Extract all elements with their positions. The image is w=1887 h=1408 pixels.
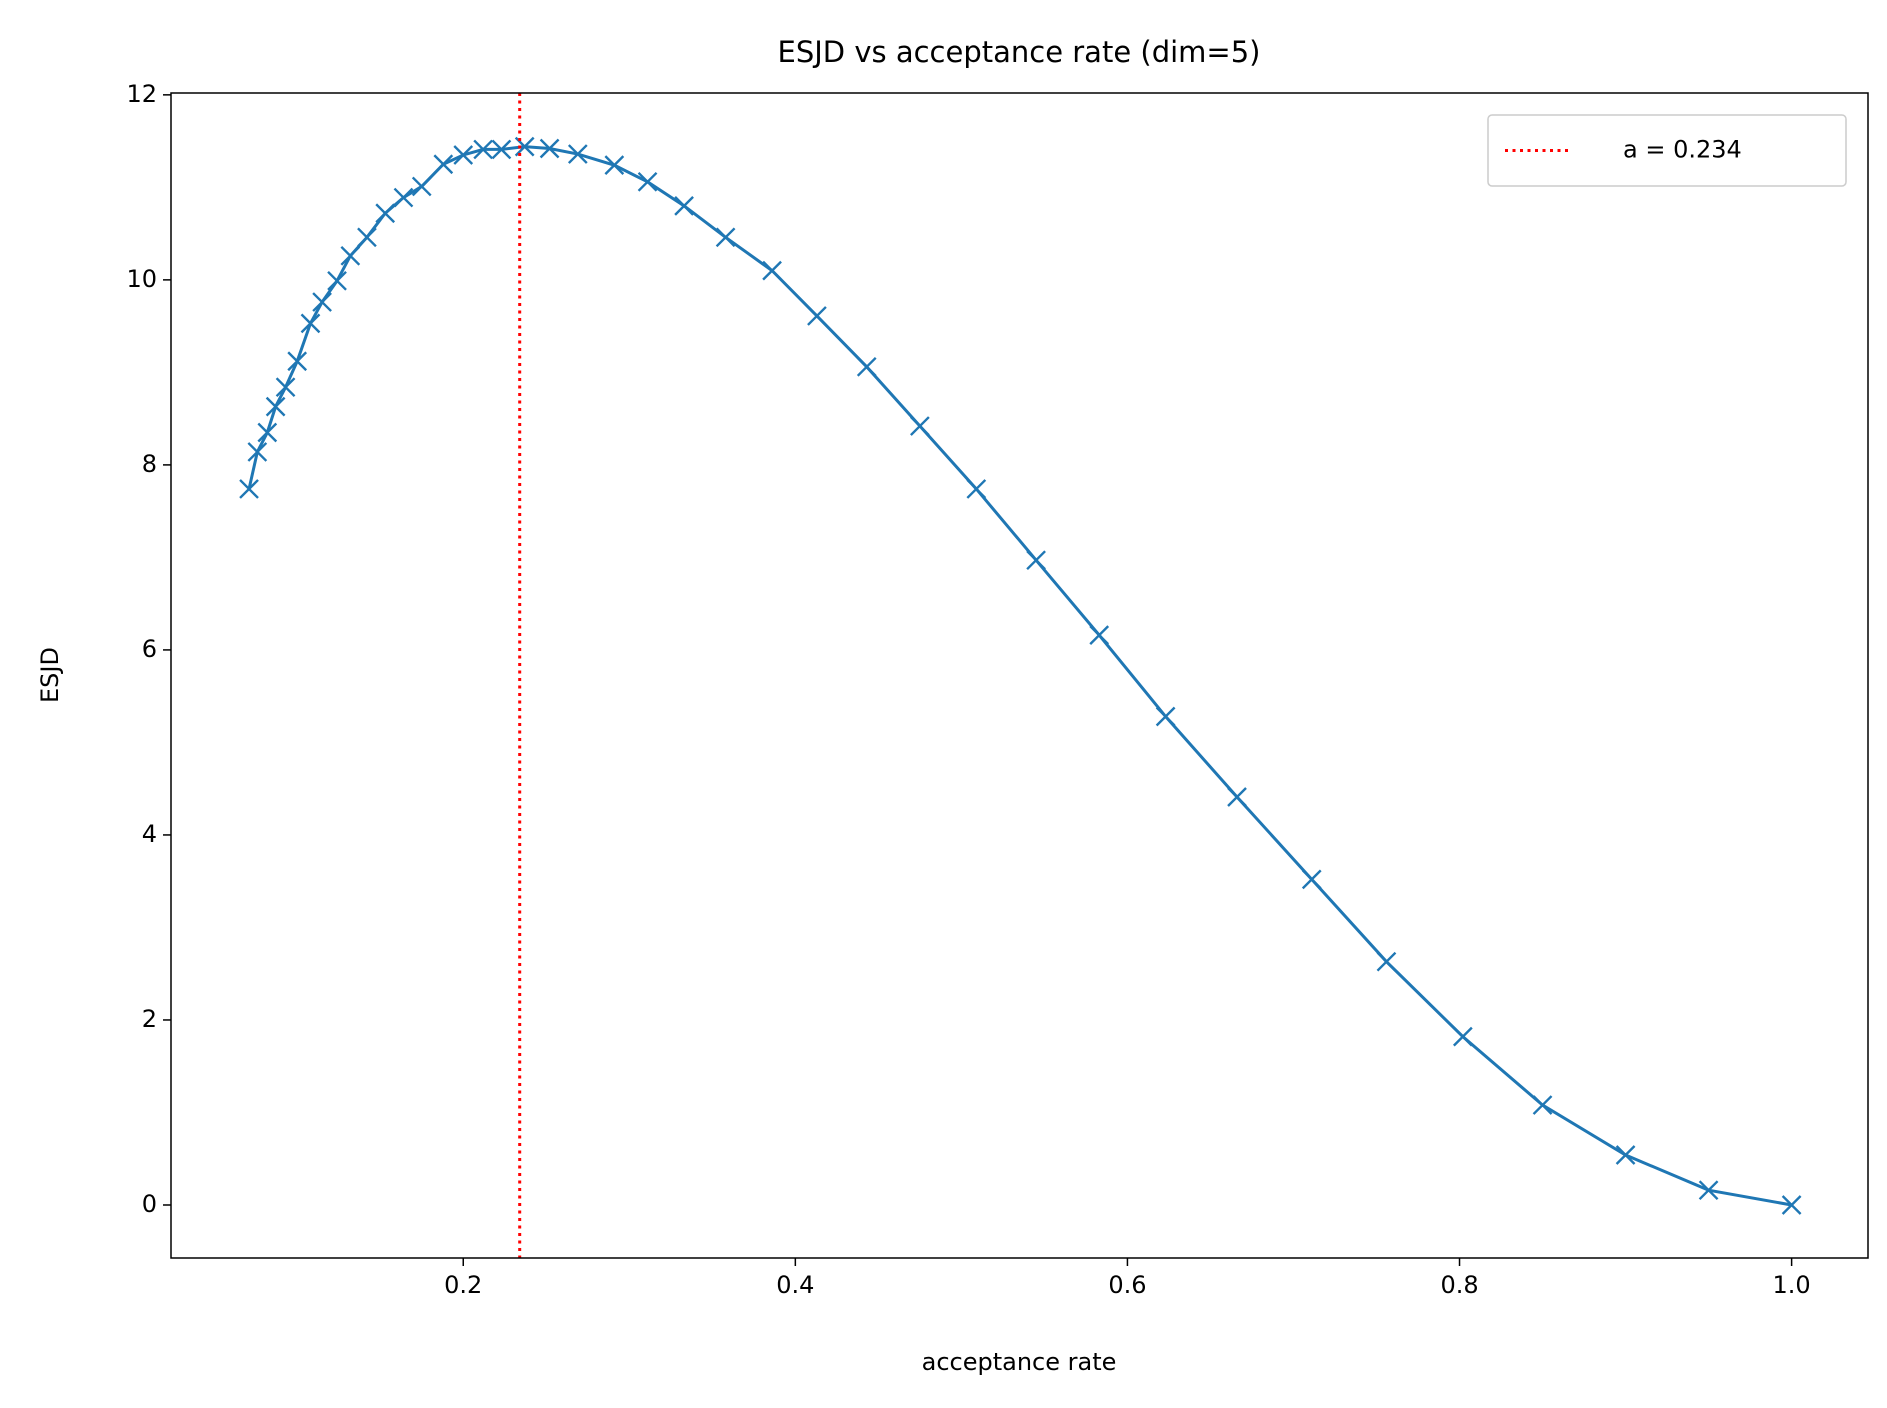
data-marker bbox=[807, 306, 827, 326]
data-line bbox=[247, 145, 1792, 1207]
data-marker bbox=[453, 145, 474, 165]
legend-box bbox=[1487, 114, 1847, 187]
chart-title: ESJD vs acceptance rate (dim=5) bbox=[778, 35, 1261, 69]
x-tick-label: 0.2 bbox=[444, 1271, 482, 1299]
data-marker bbox=[1155, 706, 1176, 727]
data-marker bbox=[567, 144, 588, 164]
data-marker bbox=[674, 196, 694, 216]
y-axis-label: ESJD bbox=[36, 647, 64, 703]
y-tick-label: 10 bbox=[126, 265, 157, 293]
x-tick-label: 0.4 bbox=[776, 1271, 814, 1299]
data-marker bbox=[856, 356, 877, 377]
data-marker bbox=[539, 138, 560, 159]
data-marker bbox=[637, 171, 658, 192]
data-marker bbox=[1376, 951, 1397, 972]
data-marker bbox=[1532, 1095, 1553, 1115]
data-marker bbox=[275, 377, 296, 398]
data-marker bbox=[473, 139, 494, 160]
data-marker bbox=[1453, 1026, 1473, 1047]
data-marker bbox=[312, 292, 332, 312]
data-marker bbox=[1781, 1195, 1802, 1215]
data-marker bbox=[1227, 787, 1247, 807]
y-tick-label: 8 bbox=[142, 450, 157, 478]
data-marker bbox=[910, 416, 930, 436]
data-marker bbox=[1089, 625, 1110, 645]
data-marker bbox=[762, 260, 782, 281]
data-marker bbox=[411, 176, 432, 197]
data-marker bbox=[604, 155, 625, 176]
y-tick-label: 0 bbox=[142, 1190, 157, 1218]
data-marker bbox=[715, 227, 736, 248]
data-marker bbox=[287, 351, 308, 372]
data-marker bbox=[239, 479, 259, 499]
data-marker bbox=[966, 479, 987, 499]
data-marker bbox=[357, 227, 377, 248]
x-tick-label: 0.8 bbox=[1440, 1271, 1478, 1299]
data-marker bbox=[1698, 1180, 1719, 1201]
plot-frame bbox=[170, 92, 1869, 1259]
data-marker bbox=[393, 187, 414, 208]
y-tick-label: 2 bbox=[142, 1005, 157, 1033]
data-marker bbox=[433, 154, 454, 175]
data-marker bbox=[1615, 1145, 1636, 1165]
data-marker bbox=[300, 313, 321, 334]
legend-label: a = 0.234 bbox=[1623, 136, 1742, 164]
y-tick-label: 4 bbox=[142, 820, 157, 848]
data-marker bbox=[491, 139, 512, 160]
data-marker bbox=[375, 203, 396, 224]
x-tick-label: 1.0 bbox=[1773, 1271, 1811, 1299]
data-marker bbox=[1026, 550, 1046, 571]
x-axis-label: acceptance rate bbox=[922, 1348, 1117, 1376]
data-marker bbox=[265, 396, 286, 417]
data-marker bbox=[1301, 869, 1322, 890]
x-tick-label: 0.6 bbox=[1108, 1271, 1146, 1299]
y-tick-label: 12 bbox=[126, 80, 157, 108]
data-marker bbox=[247, 442, 268, 462]
data-marker bbox=[327, 270, 347, 291]
data-marker bbox=[340, 245, 361, 266]
data-marker bbox=[257, 422, 278, 443]
y-tick-label: 6 bbox=[142, 635, 157, 663]
